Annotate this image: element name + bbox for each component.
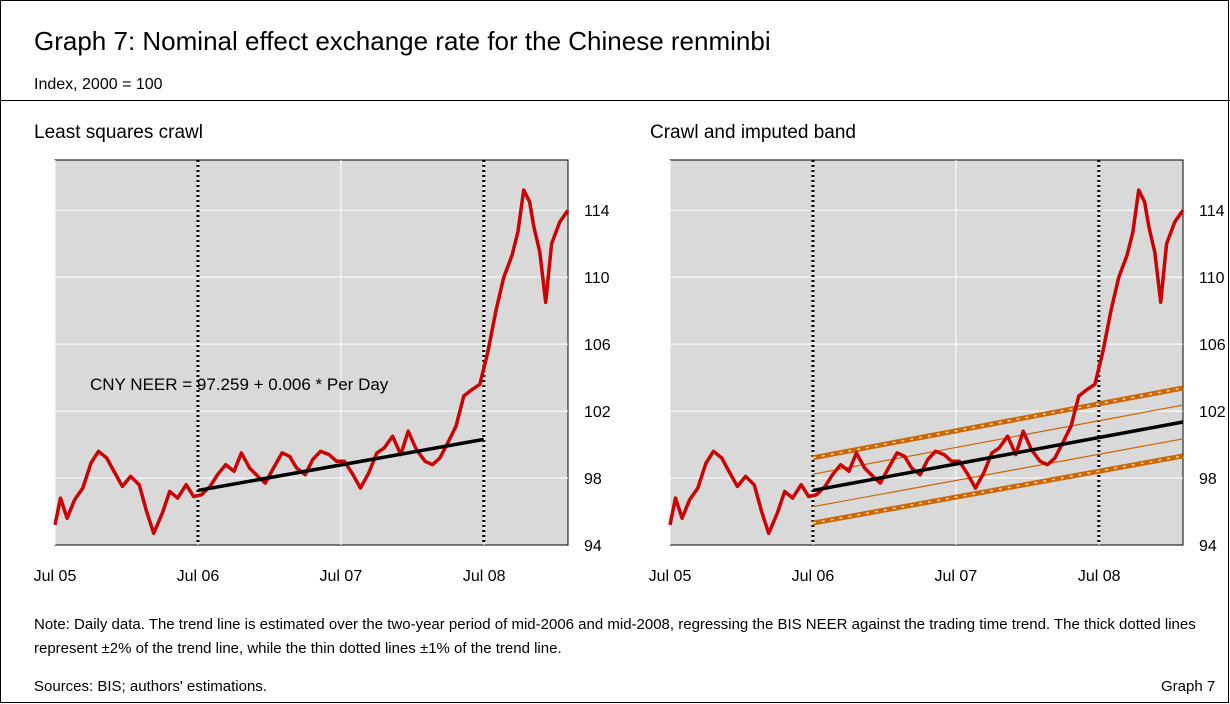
x-tick-label: Jul 05 [649, 568, 692, 585]
band-lower-1pct-line [812, 438, 1184, 508]
x-tick-label: Jul 06 [792, 568, 835, 585]
graph-title: Graph 7: Nominal effect exchange rate fo… [34, 26, 771, 56]
x-tick-label: Jul 07 [320, 568, 363, 585]
band-upper-1pct-line [812, 404, 1184, 475]
x-tick-label: Jul 08 [463, 568, 506, 585]
sources: Sources: BIS; authors' estimations. [34, 678, 267, 695]
trend-line [812, 420, 1184, 493]
graph-subtitle: Index, 2000 = 100 [34, 76, 163, 93]
y-tick-label: 94 [584, 538, 602, 555]
right-chart: 94 98 102 106 110 114 Jul 05 Jul 06 Jul 07 Jul 08 [649, 159, 1226, 585]
y-tick-label: 114 [584, 203, 610, 220]
header-divider [0, 100, 1230, 101]
neer-series-line [53, 188, 570, 536]
x-tick-label: Jul 07 [935, 568, 978, 585]
y-tick-label: 110 [584, 270, 610, 287]
regression-annotation: CNY NEER = 97.259 + 0.006 * Per Day [90, 375, 389, 394]
left-chart: 94 98 102 106 110 114 Jul 05 Jul 06 Jul 07 Jul 08… [34, 159, 611, 585]
y-tick-label: 110 [1199, 270, 1225, 287]
trend-line [197, 437, 485, 493]
y-tick-label: 106 [584, 337, 611, 354]
y-tick-label: 102 [584, 404, 611, 421]
y-tick-label: 94 [1199, 538, 1217, 555]
plot-area [669, 159, 1184, 546]
graph-label: Graph 7 [1161, 678, 1216, 695]
x-tick-label: Jul 05 [34, 568, 77, 585]
y-tick-label: 98 [584, 471, 602, 488]
band-upper-2pct-line [812, 385, 1184, 461]
x-tick-label: Jul 08 [1078, 568, 1121, 585]
y-tick-label: 98 [1199, 471, 1217, 488]
y-tick-label: 102 [1199, 404, 1226, 421]
neer-series-line [668, 188, 1185, 536]
y-tick-label: 114 [1199, 203, 1225, 220]
footnote: Note: Daily data. The trend line is esti… [34, 616, 1196, 657]
band-lower-2pct-line [812, 453, 1184, 526]
x-tick-label: Jul 06 [177, 568, 220, 585]
right-panel-title: Crawl and imputed band [650, 122, 856, 143]
left-panel-title: Least squares crawl [34, 122, 203, 143]
plot-area [54, 159, 569, 546]
y-tick-label: 106 [1199, 337, 1226, 354]
